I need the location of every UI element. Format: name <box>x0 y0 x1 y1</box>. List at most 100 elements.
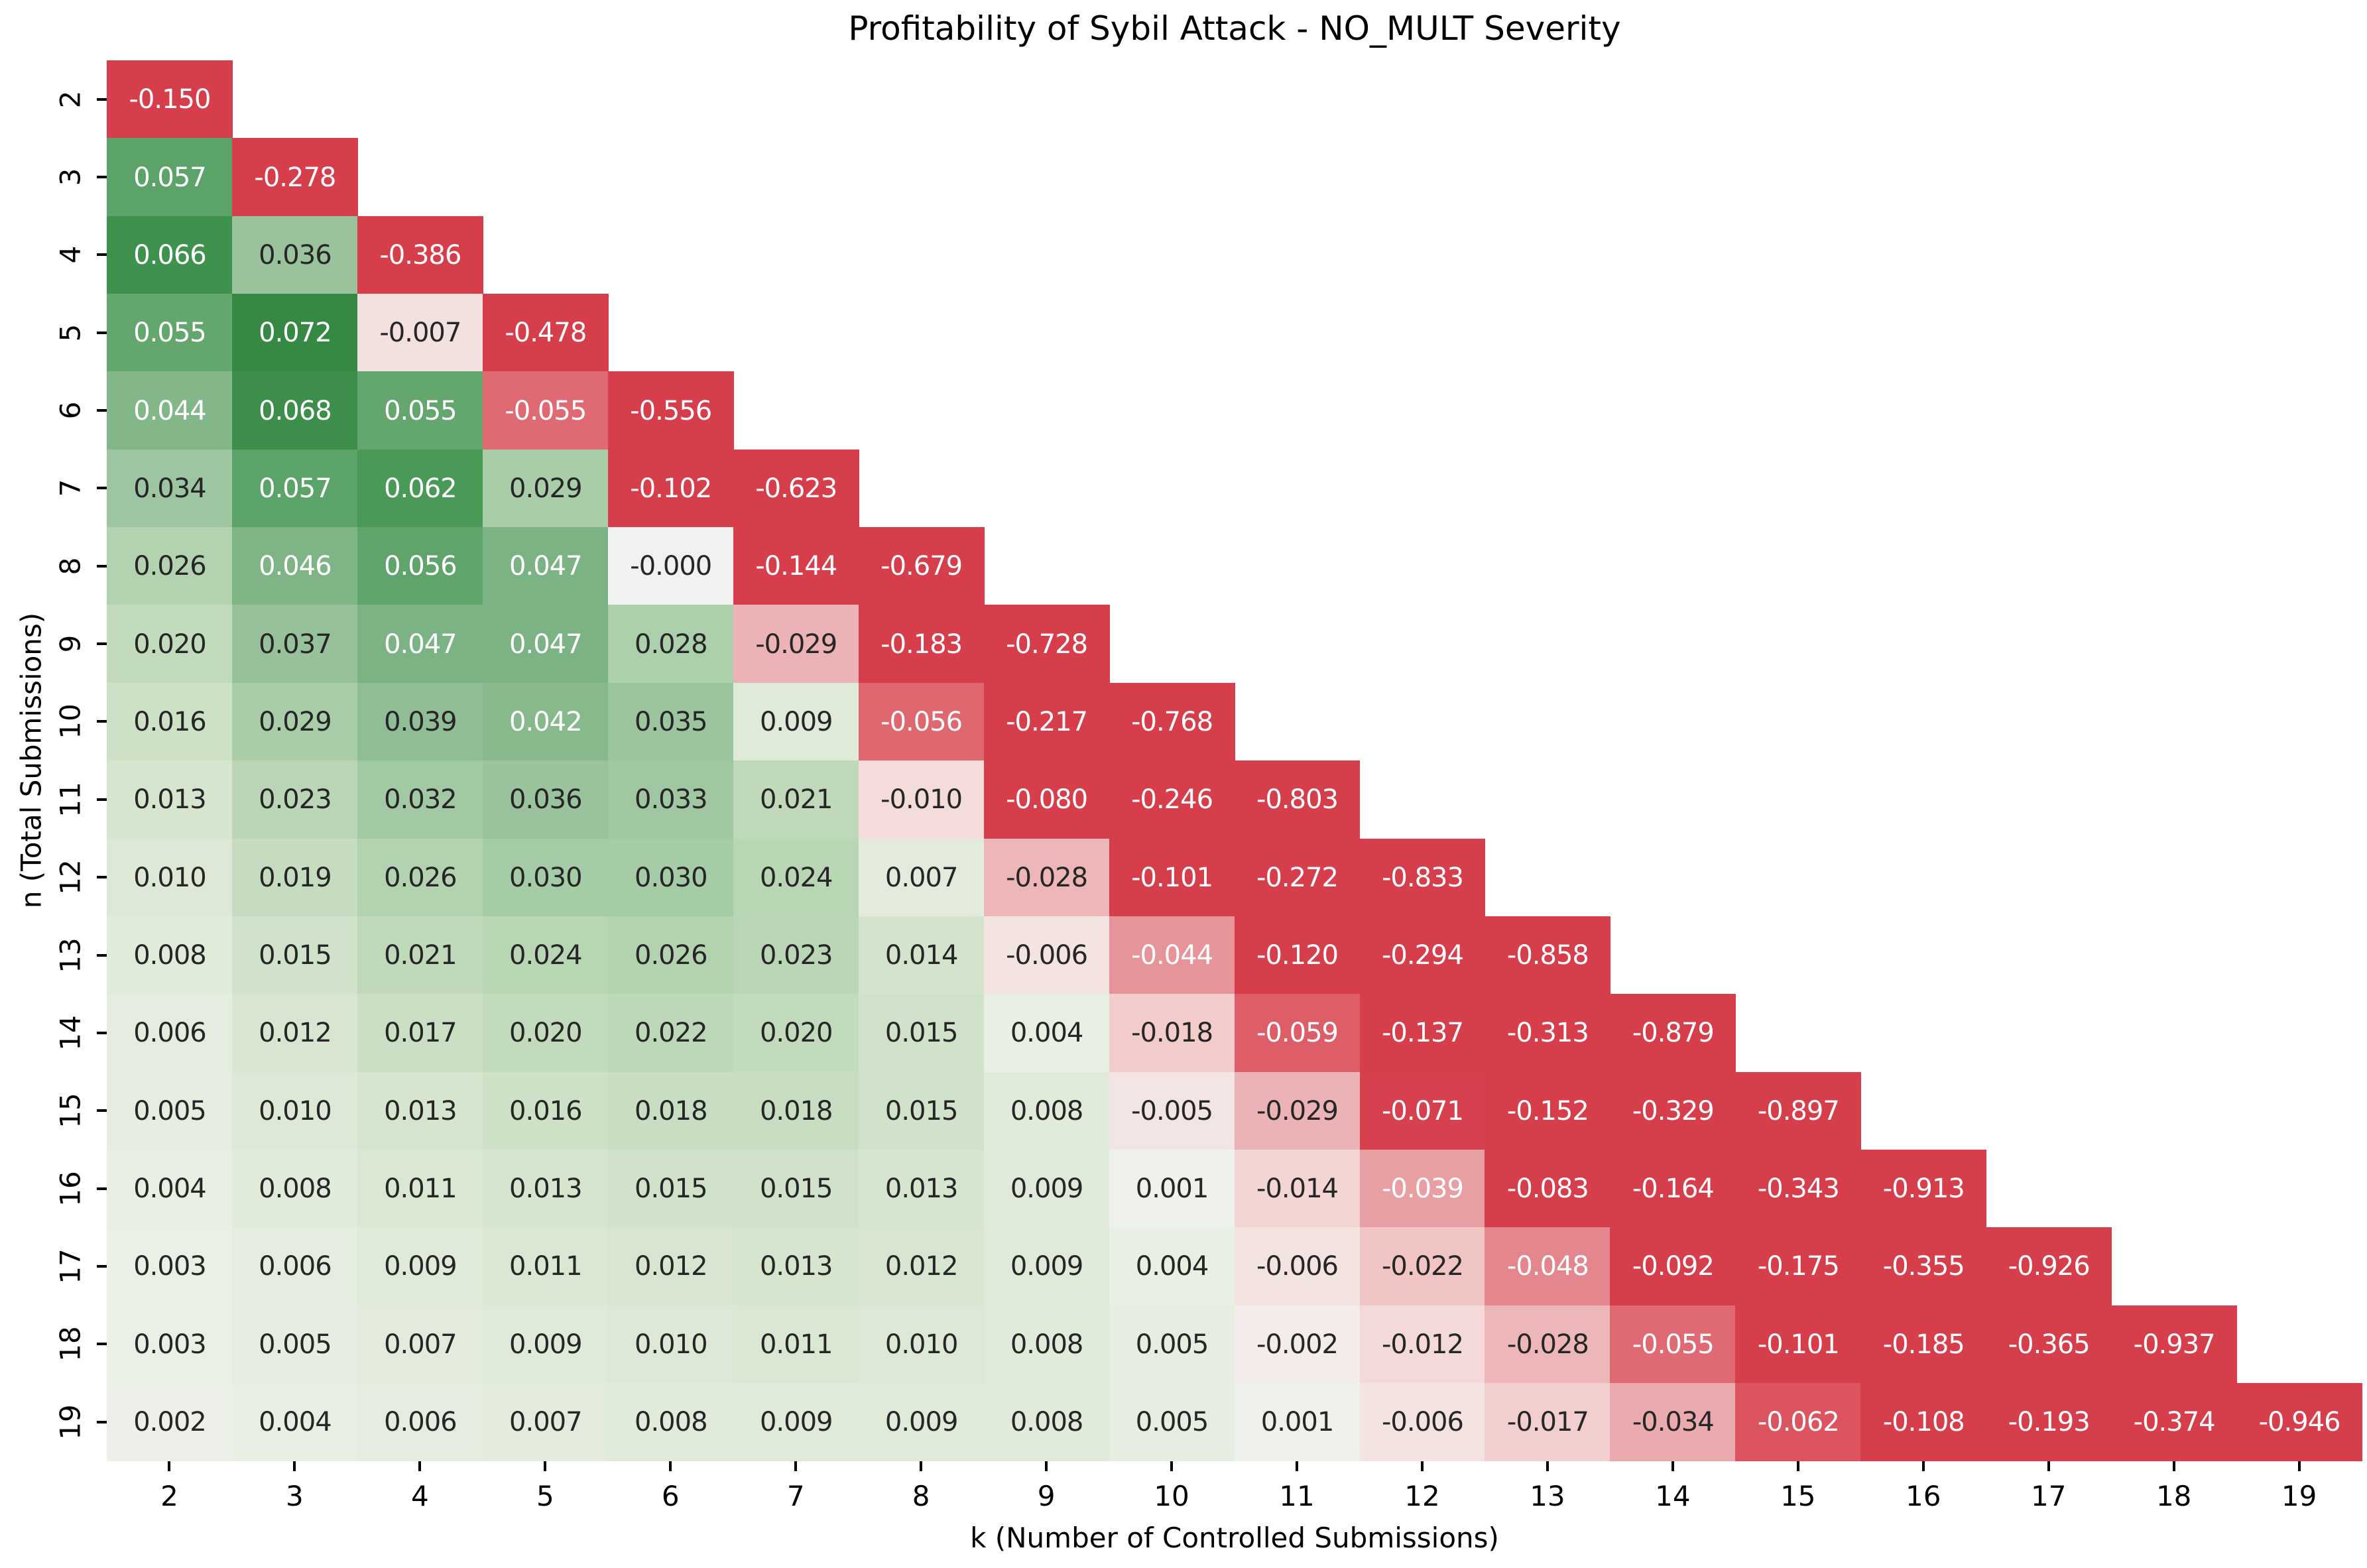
heatmap-cell: -0.044 <box>1109 916 1235 995</box>
heatmap-cell: 0.001 <box>1109 1149 1235 1229</box>
y-tick-label: 7 <box>54 479 87 497</box>
y-tick-label: 8 <box>54 557 87 575</box>
x-tick-mark <box>920 1461 923 1471</box>
heatmap-cell: 0.026 <box>107 527 233 606</box>
heatmap-cell: 0.022 <box>607 994 734 1073</box>
heatmap-cell: -0.039 <box>1359 1149 1486 1229</box>
x-tick-mark <box>1170 1461 1174 1471</box>
x-tick-mark <box>168 1461 171 1471</box>
heatmap-cell: 0.046 <box>231 527 358 606</box>
heatmap-cell: -0.005 <box>1109 1071 1235 1150</box>
y-tick-mark <box>97 564 107 568</box>
heatmap-cell: 0.009 <box>983 1149 1110 1229</box>
y-tick-mark <box>97 876 107 879</box>
x-tick-label: 13 <box>1530 1480 1565 1512</box>
heatmap-cell: -0.144 <box>733 527 859 606</box>
heatmap-cell: 0.006 <box>357 1382 483 1462</box>
heatmap-cell: 0.010 <box>858 1305 985 1384</box>
heatmap-cell: -0.374 <box>2111 1382 2238 1462</box>
heatmap-cell: -0.006 <box>1234 1227 1361 1306</box>
heatmap-cell: 0.072 <box>231 294 358 373</box>
heatmap-cell: 0.019 <box>231 838 358 917</box>
heatmap-cell: -0.014 <box>1234 1149 1361 1229</box>
x-tick-label: 5 <box>536 1480 554 1512</box>
heatmap-cell: 0.002 <box>107 1382 233 1462</box>
heatmap-cell: 0.013 <box>357 1071 483 1150</box>
x-tick-label: 16 <box>1906 1480 1941 1512</box>
heatmap-cell: -0.272 <box>1234 838 1361 917</box>
heatmap-cell: 0.055 <box>107 294 233 373</box>
heatmap-cell: 0.029 <box>231 682 358 762</box>
heatmap-cell: -0.092 <box>1610 1227 1736 1306</box>
heatmap-cell: -0.926 <box>1986 1227 2112 1306</box>
x-tick-label: 4 <box>411 1480 429 1512</box>
heatmap-cell: -0.028 <box>983 838 1110 917</box>
heatmap-cell: -0.803 <box>1234 760 1361 839</box>
heatmap-cell: -0.101 <box>1109 838 1235 917</box>
heatmap-cell: 0.013 <box>482 1149 609 1229</box>
x-tick-label: 14 <box>1655 1480 1691 1512</box>
heatmap-cell: -0.937 <box>2111 1305 2238 1384</box>
heatmap-cell: 0.034 <box>107 449 233 528</box>
heatmap-cell: -0.164 <box>1610 1149 1736 1229</box>
heatmap-cell: 0.004 <box>231 1382 358 1462</box>
heatmap-cell: -0.120 <box>1234 916 1361 995</box>
heatmap-cell: -0.833 <box>1359 838 1486 917</box>
heatmap-cell: 0.005 <box>1109 1382 1235 1462</box>
heatmap-cell: 0.004 <box>983 994 1110 1073</box>
x-tick-label: 2 <box>160 1480 178 1512</box>
heatmap-cell: 0.011 <box>733 1305 859 1384</box>
heatmap-cell: 0.023 <box>733 916 859 995</box>
y-tick-mark <box>97 1031 107 1034</box>
x-tick-mark <box>2297 1461 2301 1471</box>
heatmap-cell: -0.102 <box>607 449 734 528</box>
y-tick-label: 17 <box>54 1248 87 1284</box>
heatmap-cell: 0.012 <box>607 1227 734 1306</box>
heatmap-cell: 0.008 <box>983 1382 1110 1462</box>
heatmap-cell: 0.009 <box>733 1382 859 1462</box>
heatmap-cell: 0.008 <box>231 1149 358 1229</box>
y-tick-label: 9 <box>54 634 87 653</box>
heatmap-cell: -0.679 <box>858 527 985 606</box>
heatmap-cell: 0.057 <box>107 138 233 217</box>
heatmap-cell: 0.010 <box>107 838 233 917</box>
y-tick-mark <box>97 176 107 179</box>
heatmap-cell: -0.728 <box>983 605 1110 684</box>
x-axis-label: k (Number of Controlled Submissions) <box>970 1522 1499 1554</box>
heatmap-cell: -0.185 <box>1860 1305 1987 1384</box>
x-tick-label: 11 <box>1279 1480 1315 1512</box>
heatmap-cell: -0.055 <box>1610 1305 1736 1384</box>
heatmap-cell: 0.013 <box>733 1227 859 1306</box>
heatmap-cell: 0.020 <box>107 605 233 684</box>
heatmap-cell: 0.028 <box>607 605 734 684</box>
heatmap-cell: 0.009 <box>357 1227 483 1306</box>
heatmap-cell: 0.055 <box>357 371 483 450</box>
heatmap-cell: -0.012 <box>1359 1305 1486 1384</box>
heatmap-cell: 0.012 <box>858 1227 985 1306</box>
x-tick-label: 9 <box>1037 1480 1056 1512</box>
x-tick-mark <box>1045 1461 1048 1471</box>
y-tick-mark <box>97 97 107 101</box>
heatmap-cell: -0.056 <box>858 682 985 762</box>
heatmap-cell: -0.055 <box>482 371 609 450</box>
heatmap-cell: 0.013 <box>858 1149 985 1229</box>
heatmap-cell: 0.026 <box>607 916 734 995</box>
heatmap-cell: 0.015 <box>858 1071 985 1150</box>
heatmap-cell: 0.007 <box>357 1305 483 1384</box>
heatmap-cell: -0.913 <box>1860 1149 1987 1229</box>
heatmap-cell: -0.386 <box>357 215 483 295</box>
heatmap-cell: 0.003 <box>107 1227 233 1306</box>
y-tick-label: 16 <box>54 1170 87 1207</box>
heatmap-cell: -0.007 <box>357 294 483 373</box>
heatmap-cell: 0.042 <box>482 682 609 762</box>
x-tick-label: 17 <box>2030 1480 2067 1512</box>
heatmap-cell: -0.623 <box>733 449 859 528</box>
heatmap-cell: 0.033 <box>607 760 734 839</box>
heatmap-cell: -0.028 <box>1485 1305 1611 1384</box>
heatmap-cell: 0.020 <box>733 994 859 1073</box>
heatmap-cell: 0.068 <box>231 371 358 450</box>
heatmap-cell: 0.047 <box>482 605 609 684</box>
y-tick-label: 18 <box>54 1326 87 1362</box>
heatmap-cell: -0.175 <box>1735 1227 1862 1306</box>
